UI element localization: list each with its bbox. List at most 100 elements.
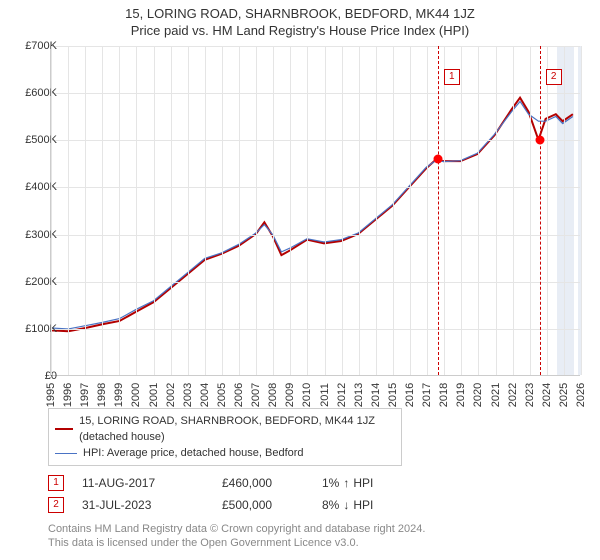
- entry-pct: 1%↑HPI: [322, 476, 432, 490]
- h-gridline: [51, 235, 580, 236]
- x-axis-label: 2004: [199, 383, 211, 407]
- v-gridline: [564, 46, 565, 375]
- v-gridline: [188, 46, 189, 375]
- legend-row: HPI: Average price, detached house, Bedf…: [55, 445, 395, 461]
- v-gridline: [496, 46, 497, 375]
- v-gridline: [393, 46, 394, 375]
- legend: 15, LORING ROAD, SHARNBROOK, BEDFORD, MK…: [48, 408, 402, 466]
- sale-entry-row: 1 11-AUG-2017£460,0001%↑HPI: [48, 472, 600, 494]
- entry-marker: 1: [48, 475, 64, 491]
- x-axis-label: 2019: [455, 383, 467, 407]
- sale-entries: 1 11-AUG-2017£460,0001%↑HPI 2 31-JUL-2023£5…: [48, 472, 600, 516]
- v-gridline: [444, 46, 445, 375]
- x-axis-label: 2003: [182, 383, 194, 407]
- x-axis-label: 2014: [370, 383, 382, 407]
- sale-marker-dot: [433, 155, 442, 164]
- chart-container: 15, LORING ROAD, SHARNBROOK, BEDFORD, MK…: [0, 0, 600, 560]
- v-gridline: [427, 46, 428, 375]
- v-gridline: [222, 46, 223, 375]
- footer-line2: This data is licensed under the Open Gov…: [48, 536, 600, 550]
- arrow-down-icon: ↓: [343, 498, 349, 512]
- sale-marker-dot: [535, 136, 544, 145]
- x-axis-label: 2020: [472, 383, 484, 407]
- entry-price: £460,000: [222, 476, 322, 490]
- entry-pct: 8% ↓ HPI: [322, 498, 432, 512]
- v-gridline: [290, 46, 291, 375]
- legend-label: 15, LORING ROAD, SHARNBROOK, BEDFORD, MK…: [79, 413, 395, 445]
- h-gridline: [51, 282, 580, 283]
- sale-marker-label: 1: [444, 69, 460, 85]
- x-axis-label: 2001: [148, 383, 160, 407]
- x-axis-label: 2023: [524, 383, 536, 407]
- legend-row: 15, LORING ROAD, SHARNBROOK, BEDFORD, MK…: [55, 413, 395, 445]
- entry-pct-value: 8%: [322, 498, 339, 512]
- v-gridline: [68, 46, 69, 375]
- v-gridline: [136, 46, 137, 375]
- x-axis-label: 2012: [336, 383, 348, 407]
- v-gridline: [119, 46, 120, 375]
- x-axis-label: 2009: [284, 383, 296, 407]
- v-gridline: [581, 46, 582, 375]
- chart-area: £0£100K£200K£300K£400K£500K£600K£700K199…: [34, 46, 594, 406]
- v-gridline: [307, 46, 308, 375]
- sale-marker-line: [540, 46, 541, 375]
- h-gridline: [51, 187, 580, 188]
- x-axis-label: 2006: [233, 383, 245, 407]
- v-gridline: [273, 46, 274, 375]
- x-axis-label: 2000: [130, 383, 142, 407]
- x-axis-label: 2002: [165, 383, 177, 407]
- v-gridline: [530, 46, 531, 375]
- x-axis-label: 2015: [387, 383, 399, 407]
- v-gridline: [256, 46, 257, 375]
- line-svg: [51, 46, 580, 375]
- v-gridline: [359, 46, 360, 375]
- x-axis-label: 2026: [575, 383, 587, 407]
- v-gridline: [513, 46, 514, 375]
- footer-line1: Contains HM Land Registry data © Crown c…: [48, 522, 600, 536]
- x-axis-label: 2010: [301, 383, 313, 407]
- entry-date: 31-JUL-2023: [82, 498, 222, 512]
- title-sub: Price paid vs. HM Land Registry's House …: [0, 23, 600, 38]
- x-axis-label: 1998: [96, 383, 108, 407]
- x-axis-label: 2025: [558, 383, 570, 407]
- v-gridline: [171, 46, 172, 375]
- entry-marker: 2: [48, 497, 64, 513]
- x-axis-label: 2016: [404, 383, 416, 407]
- v-gridline: [461, 46, 462, 375]
- x-axis-label: 2005: [216, 383, 228, 407]
- v-gridline: [102, 46, 103, 375]
- x-axis-label: 2013: [353, 383, 365, 407]
- x-axis-label: 2018: [438, 383, 450, 407]
- x-axis-label: 1997: [79, 383, 91, 407]
- h-gridline: [51, 329, 580, 330]
- entry-date: 11-AUG-2017: [82, 476, 222, 490]
- sale-marker-label: 2: [546, 69, 562, 85]
- legend-label: HPI: Average price, detached house, Bedf…: [83, 445, 304, 461]
- title-block: 15, LORING ROAD, SHARNBROOK, BEDFORD, MK…: [0, 0, 600, 40]
- sale-marker-line: [438, 46, 439, 375]
- x-axis-label: 2007: [250, 383, 262, 407]
- entry-price: £500,000: [222, 498, 322, 512]
- x-axis-label: 2024: [541, 383, 553, 407]
- x-axis-label: 1995: [45, 383, 57, 407]
- h-gridline: [51, 46, 580, 47]
- title-main: 15, LORING ROAD, SHARNBROOK, BEDFORD, MK…: [0, 6, 600, 21]
- entry-hpi-label: HPI: [353, 476, 373, 490]
- x-axis-label: 1999: [113, 383, 125, 407]
- legend-swatch: [55, 453, 77, 454]
- v-gridline: [325, 46, 326, 375]
- x-axis-label: 2017: [421, 383, 433, 407]
- x-axis-label: 1996: [62, 383, 74, 407]
- entry-hpi-label: HPI: [353, 498, 373, 512]
- v-gridline: [154, 46, 155, 375]
- h-gridline: [51, 140, 580, 141]
- sale-entry-row: 2 31-JUL-2023£500,0008% ↓ HPI: [48, 494, 600, 516]
- v-gridline: [205, 46, 206, 375]
- plot-area: £0£100K£200K£300K£400K£500K£600K£700K199…: [50, 46, 580, 376]
- v-gridline: [51, 46, 52, 375]
- h-gridline: [51, 93, 580, 94]
- legend-swatch: [55, 428, 73, 430]
- entry-pct-value: 1%: [322, 476, 339, 490]
- footer: Contains HM Land Registry data © Crown c…: [48, 522, 600, 550]
- v-gridline: [547, 46, 548, 375]
